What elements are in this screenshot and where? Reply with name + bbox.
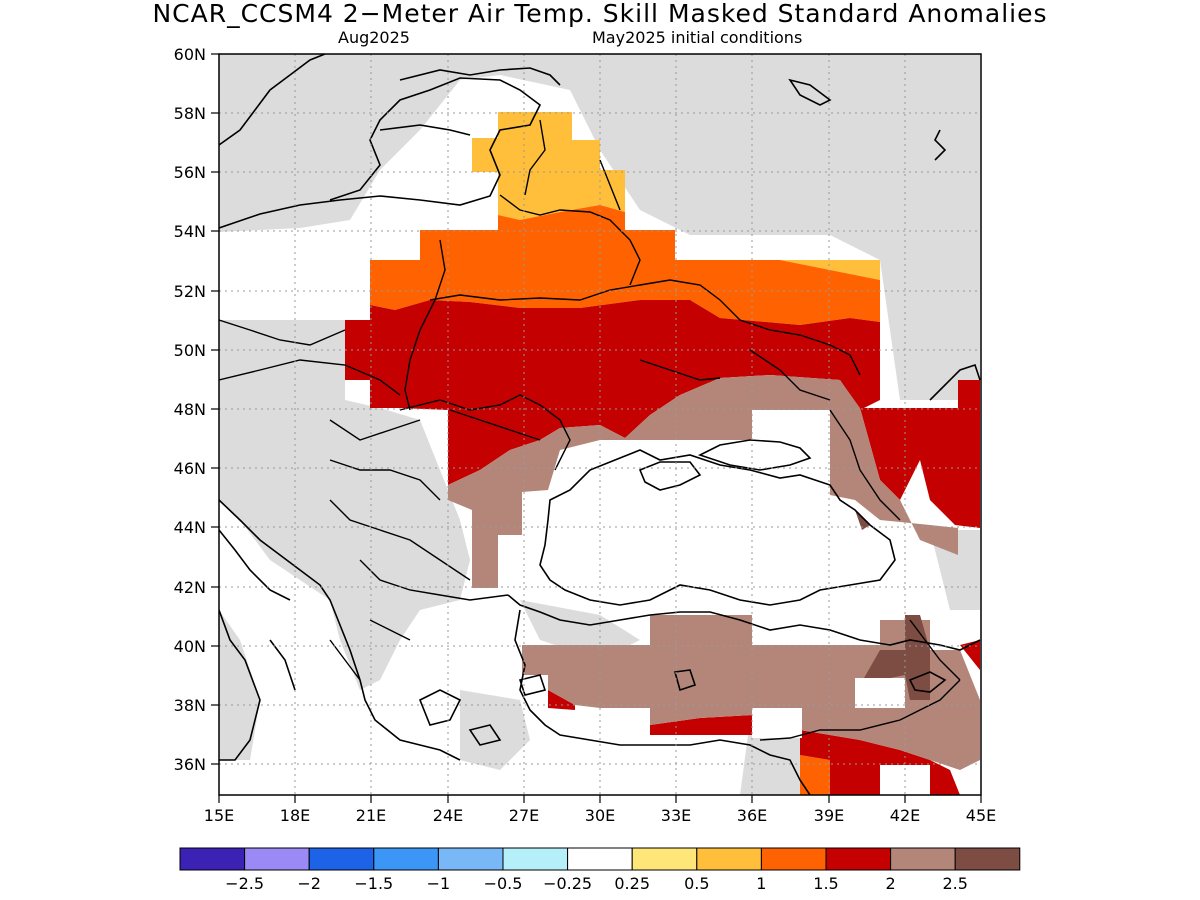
colorbar-swatch (179, 847, 246, 871)
colorbar-swatch (825, 847, 892, 871)
lat-label: 54N (174, 222, 206, 241)
colorbar-label: −1 (427, 874, 451, 893)
lat-label: 52N (174, 282, 206, 301)
lat-label: 56N (174, 163, 206, 182)
colorbar-label: 1.5 (813, 874, 838, 893)
lat-label: 38N (174, 696, 206, 715)
anomaly-1.5-2 (345, 300, 980, 795)
lat-label: 48N (174, 400, 206, 419)
lat-label: 36N (174, 755, 206, 774)
colorbar-swatch (567, 847, 633, 871)
target-month: Aug2025 (338, 28, 410, 47)
colorbar-swatch (244, 847, 310, 871)
longitude-labels: 15E 18E 21E 24E 27E 30E 33E 36E 39E 42E … (204, 806, 996, 825)
lon-label: 15E (204, 806, 234, 825)
lon-label: 24E (433, 806, 463, 825)
colorbar-label: −0.25 (543, 874, 592, 893)
colorbar-labels: −2.5 −2 −1.5 −1 −0.5 −0.25 0.25 0.5 1 1.5 2 2.5 (225, 874, 968, 893)
colorbar-label: 0.5 (684, 874, 709, 893)
tick-marks (211, 53, 982, 803)
lat-label: 50N (174, 341, 206, 360)
lat-label: 58N (174, 104, 206, 123)
lon-label: 33E (661, 806, 691, 825)
lat-label: 44N (174, 518, 206, 537)
map-title: NCAR_CCSM4 2−Meter Air Temp. Skill Maske… (152, 0, 1048, 28)
colorbar (179, 847, 1021, 871)
lon-label: 45E (966, 806, 996, 825)
lon-label: 27E (509, 806, 539, 825)
colorbar-swatch (696, 847, 762, 871)
latitude-labels: 60N 58N 56N 54N 52N 50N 48N 46N 44N 42N … (174, 45, 206, 774)
initial-conditions: May2025 initial conditions (592, 28, 803, 47)
anomaly-field (219, 54, 981, 795)
colorbar-label: 0.25 (614, 874, 650, 893)
lat-label: 40N (174, 637, 206, 656)
colorbar-swatch (760, 847, 827, 871)
colorbar-swatch (308, 847, 375, 871)
colorbar-label: 1 (756, 874, 766, 893)
lat-label: 46N (174, 459, 206, 478)
colorbar-label: −2 (297, 874, 321, 893)
country-borders (219, 119, 961, 741)
colorbar-label: 2.5 (942, 874, 967, 893)
lon-label: 21E (356, 806, 386, 825)
colorbar-label: 2 (886, 874, 896, 893)
colorbar-swatch (954, 847, 1021, 871)
colorbar-swatch (373, 847, 439, 871)
lon-label: 18E (280, 806, 310, 825)
colorbar-label: −2.5 (225, 874, 264, 893)
coastlines-and-borders (219, 54, 981, 795)
lat-label: 42N (174, 578, 206, 597)
colorbar-swatch (890, 847, 956, 871)
colorbar-swatch (502, 847, 569, 871)
colorbar-swatch (437, 847, 504, 871)
graticule (219, 54, 981, 795)
lon-label: 39E (814, 806, 844, 825)
colorbar-label: −1.5 (354, 874, 393, 893)
lon-label: 42E (890, 806, 920, 825)
lon-label: 36E (737, 806, 767, 825)
anomaly-2-2.5 (448, 375, 980, 770)
lon-label: 30E (585, 806, 615, 825)
colorbar-swatch (631, 847, 698, 871)
masked-region (219, 54, 980, 795)
lat-label: 60N (174, 45, 206, 64)
colorbar-label: −0.5 (484, 874, 523, 893)
